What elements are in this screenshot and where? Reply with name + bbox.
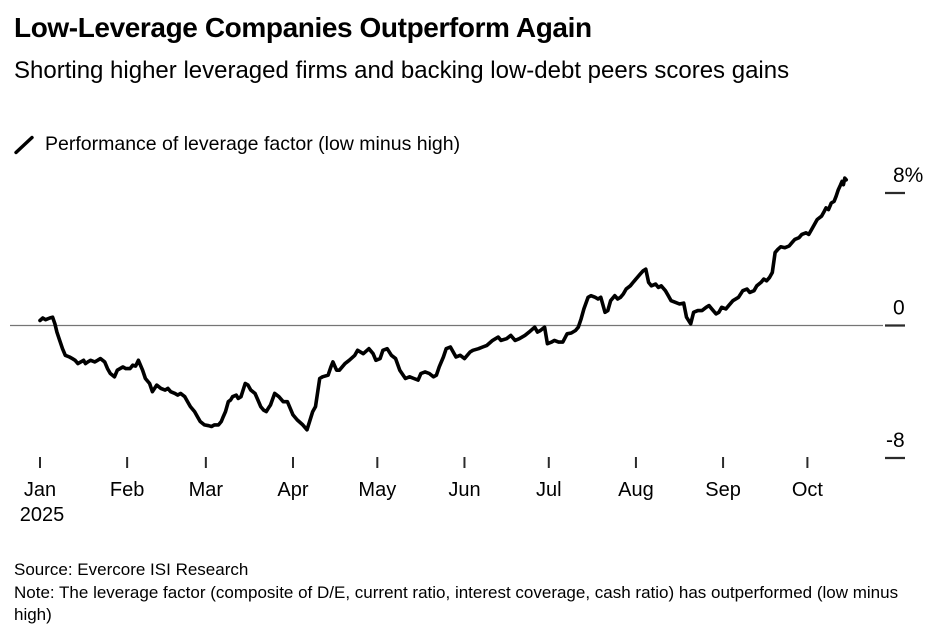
x-tick-label: Apr	[277, 479, 308, 501]
note-text: Note: The leverage factor (composite of …	[14, 582, 899, 625]
line-series-icon	[14, 135, 34, 154]
x-tick-label: Jun	[448, 479, 480, 501]
y-tick-label: -8	[886, 429, 905, 452]
y-tick-label: 0	[893, 297, 905, 320]
x-tick-label: Feb	[110, 479, 144, 501]
x-tick-label: Oct	[792, 479, 824, 501]
x-tick-label: Jul	[536, 479, 562, 501]
source-text: Source: Evercore ISI Research	[14, 560, 249, 579]
chart-title: Low-Leverage Companies Outperform Again	[14, 12, 592, 43]
x-tick-label: Aug	[618, 479, 654, 501]
y-tick-label: 8%	[893, 164, 923, 187]
x-tick-year-label: 2025	[20, 504, 65, 526]
legend-label: Performance of leverage factor (low minu…	[45, 133, 461, 155]
x-tick-label: Jan	[24, 479, 56, 501]
legend: Performance of leverage factor (low minu…	[13, 133, 460, 156]
series-line	[38, 176, 849, 432]
x-tick-label: Mar	[189, 479, 224, 501]
x-tick-label: May	[358, 479, 396, 501]
x-tick-label: Sep	[705, 479, 741, 501]
chart-footer: Source: Evercore ISI Research Note: The …	[14, 559, 924, 627]
chart-subtitle: Shorting higher leveraged firms and back…	[14, 57, 790, 84]
